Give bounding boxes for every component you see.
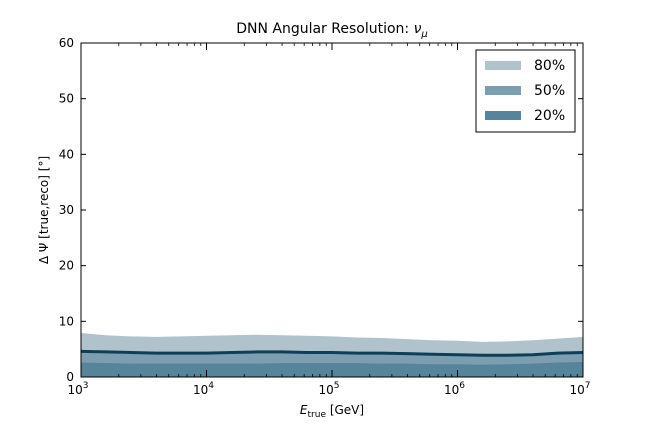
y-tick-label: 30 xyxy=(59,203,74,217)
y-tick-label: 40 xyxy=(59,147,74,161)
legend-swatch xyxy=(485,61,521,70)
y-tick-label: 20 xyxy=(59,259,74,273)
ticks-layer: 0 10 20 30 40 50 60 103 104 105 106 107 xyxy=(59,36,591,397)
y-tick-label: 10 xyxy=(59,314,74,328)
y-tick-label: 50 xyxy=(59,92,74,106)
x-tick-label: 104 xyxy=(193,381,214,397)
x-axis-label: Etrue [GeV] xyxy=(300,403,364,420)
y-tick-label: 0 xyxy=(66,370,74,384)
chart-title: DNN Angular Resolution: νμ xyxy=(236,21,428,40)
median-line xyxy=(80,349,584,357)
x-tick-label: 106 xyxy=(444,381,465,397)
x-tick-label: 103 xyxy=(67,381,88,397)
legend: 80% 50% 20% xyxy=(475,49,576,133)
y-axis-label: Δ Ψ [true,reco] [°] xyxy=(37,156,51,264)
x-tick-label: 107 xyxy=(569,381,590,397)
legend-label: 80% xyxy=(534,58,565,74)
y-tick-label: 60 xyxy=(59,36,74,50)
median-layer xyxy=(80,349,584,357)
x-tick-label: 105 xyxy=(318,381,339,397)
legend-swatch xyxy=(485,86,521,95)
legend-label: 20% xyxy=(534,108,565,124)
legend-swatch xyxy=(485,111,521,120)
legend-label: 50% xyxy=(534,83,565,99)
